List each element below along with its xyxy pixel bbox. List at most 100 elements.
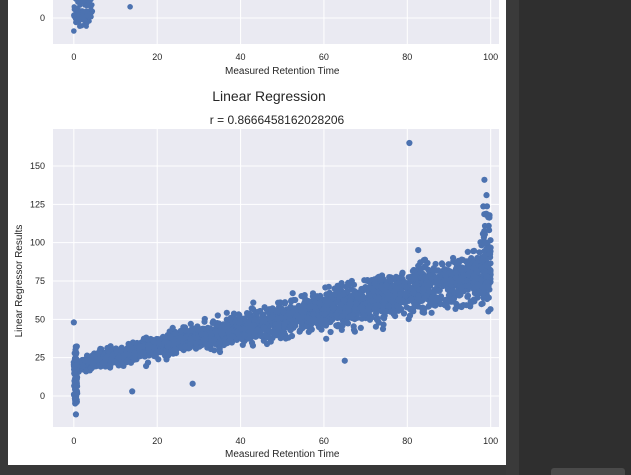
data-point xyxy=(485,283,492,290)
data-point xyxy=(273,308,280,315)
data-point xyxy=(288,298,295,305)
data-point xyxy=(326,298,333,306)
data-point xyxy=(398,305,405,313)
data-point xyxy=(275,299,282,306)
data-point xyxy=(212,328,220,335)
data-point xyxy=(429,298,436,305)
y-tick-label: 125 xyxy=(30,199,45,209)
data-point xyxy=(113,346,120,354)
data-point xyxy=(392,313,399,320)
data-point xyxy=(297,327,304,334)
data-point xyxy=(458,284,465,291)
scrollbar-gutter[interactable] xyxy=(506,0,519,475)
data-point xyxy=(479,256,487,263)
data-point xyxy=(465,282,472,289)
data-point xyxy=(423,292,430,299)
data-point xyxy=(487,237,494,244)
data-point xyxy=(305,328,312,335)
bottom-scroll-handle[interactable] xyxy=(551,468,625,475)
data-point xyxy=(236,319,243,326)
data-point xyxy=(486,227,493,234)
data-point xyxy=(287,326,294,333)
data-point xyxy=(167,334,174,341)
data-point xyxy=(155,356,162,363)
data-point xyxy=(483,212,490,219)
data-point xyxy=(365,278,372,285)
data-point xyxy=(107,361,114,368)
data-point xyxy=(210,318,217,325)
data-point xyxy=(485,308,492,315)
data-point xyxy=(87,11,94,17)
data-point xyxy=(172,330,179,337)
data-point xyxy=(244,312,251,319)
data-point xyxy=(434,280,441,287)
data-point xyxy=(348,292,355,300)
data-point xyxy=(399,269,406,276)
data-point xyxy=(485,294,492,301)
data-point xyxy=(338,326,345,333)
data-point xyxy=(289,290,296,297)
data-point xyxy=(487,268,494,275)
x-tick-label: 40 xyxy=(236,436,246,446)
data-point xyxy=(422,273,429,280)
outlier-point xyxy=(129,388,136,395)
plot-area xyxy=(53,0,499,44)
data-point xyxy=(471,298,478,305)
data-point xyxy=(71,12,77,18)
data-point xyxy=(399,297,406,304)
data-point xyxy=(450,254,457,262)
data-point xyxy=(441,266,448,273)
data-point xyxy=(409,286,416,293)
data-point xyxy=(111,358,118,365)
data-point xyxy=(464,248,471,255)
data-point xyxy=(476,249,483,256)
outlier-point xyxy=(341,357,348,364)
x-axis-label: Measured Retention Time xyxy=(225,66,340,77)
data-point xyxy=(432,260,439,268)
data-point xyxy=(73,19,79,26)
data-point xyxy=(95,356,102,363)
data-point xyxy=(474,283,481,290)
data-point xyxy=(455,259,462,266)
data-point xyxy=(274,328,281,335)
data-point xyxy=(236,312,243,319)
data-point xyxy=(464,293,471,300)
data-point xyxy=(371,305,378,312)
data-point xyxy=(348,286,355,293)
chart-title: Linear Regression xyxy=(212,88,326,104)
data-point xyxy=(165,352,172,359)
data-point xyxy=(428,309,435,316)
x-tick-label: 100 xyxy=(483,436,498,446)
data-point xyxy=(239,341,246,348)
data-point xyxy=(353,300,360,307)
data-point xyxy=(281,321,288,328)
data-point xyxy=(375,294,382,301)
data-point xyxy=(125,340,132,348)
data-point xyxy=(452,305,459,312)
data-point xyxy=(126,346,133,353)
data-point xyxy=(452,269,459,277)
data-point xyxy=(418,265,425,272)
data-point xyxy=(391,292,398,299)
data-point xyxy=(205,341,213,348)
data-point xyxy=(222,340,229,347)
data-point xyxy=(321,311,328,318)
chart-subtitle: r = 0.8666458162028206 xyxy=(210,113,345,127)
data-point xyxy=(89,2,95,8)
data-point xyxy=(383,282,390,289)
data-point xyxy=(198,331,205,338)
data-point xyxy=(73,5,79,11)
data-point xyxy=(216,348,224,356)
data-point xyxy=(282,335,289,342)
data-point xyxy=(439,261,446,268)
data-point xyxy=(315,316,322,324)
linear-regression-chart: Linear Regression r = 0.8666458162028206 0… xyxy=(14,88,499,460)
x-tick-label: 0 xyxy=(71,436,76,446)
data-point xyxy=(338,280,345,287)
data-point xyxy=(88,365,95,372)
data-point xyxy=(407,306,414,313)
partial-scatter-chart: 0 20 40 60 80 100 0 Measured Retention Time xyxy=(40,0,499,77)
data-point xyxy=(318,326,325,333)
data-point xyxy=(359,295,367,302)
data-point xyxy=(458,266,465,273)
